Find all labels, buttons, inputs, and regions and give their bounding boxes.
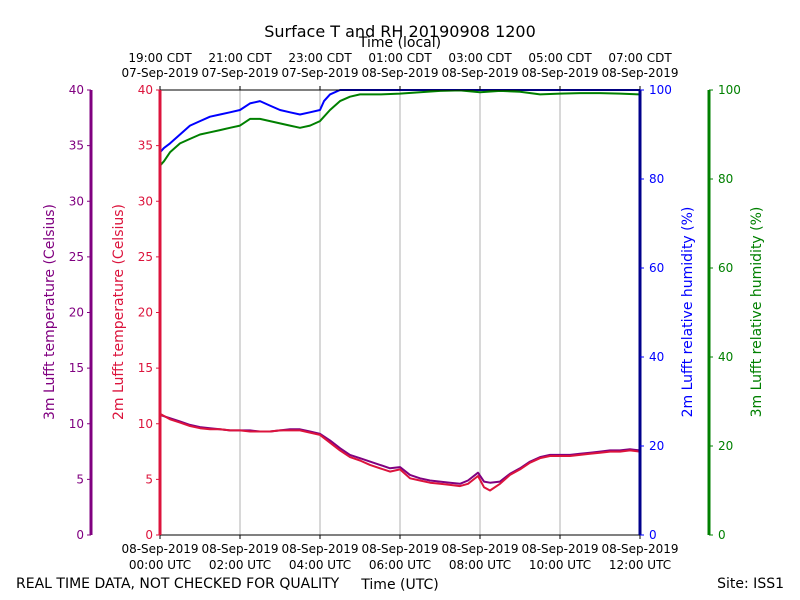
x-tick-date-label: 08-Sep-2019 [281, 542, 358, 556]
rh-2m-tick-label: 100 [649, 83, 672, 97]
x-tick-time-label: 00:00 UTC [129, 558, 191, 572]
rh-2m-axis-label: 2m Lufft relative humidity (%) [680, 207, 696, 418]
top-tick-time-label: 07:00 CDT [608, 51, 672, 65]
top-axis-label: Time (local) [358, 35, 441, 51]
x-tick-date-label: 08-Sep-2019 [201, 542, 278, 556]
temp-2m-tick-label: 35 [138, 139, 153, 153]
temp-2m-axis-label: 2m Lufft temperature (Celsius) [111, 204, 127, 420]
rh-3m-axis-label: 3m Lufft relative humidity (%) [749, 207, 765, 418]
temp-2m-line [159, 412, 641, 492]
x-tick-date-label: 08-Sep-2019 [441, 542, 518, 556]
top-tick-date-label: 08-Sep-2019 [361, 66, 438, 80]
top-tick-time-label: 05:00 CDT [528, 51, 592, 65]
rh-2m-tick-label: 20 [649, 439, 664, 453]
temp-2m-tick-label: 5 [145, 472, 153, 486]
top-tick-time-label: 19:00 CDT [128, 51, 192, 65]
x-tick-time-label: 06:00 UTC [369, 558, 431, 572]
rh-2m-tick-label: 0 [649, 528, 657, 542]
top-tick-date-label: 07-Sep-2019 [121, 66, 198, 80]
x-tick-time-label: 10:00 UTC [529, 558, 591, 572]
top-tick-date-label: 08-Sep-2019 [521, 66, 598, 80]
top-tick-date-label: 07-Sep-2019 [201, 66, 278, 80]
top-tick-date-label: 07-Sep-2019 [281, 66, 358, 80]
temp-2m-tick-label: 10 [138, 417, 153, 431]
rh-3m-tick-label: 20 [718, 439, 733, 453]
top-tick-date-label: 08-Sep-2019 [601, 66, 678, 80]
temp-3m-tick-label: 30 [69, 194, 84, 208]
temp-2m-tick-label: 15 [138, 361, 153, 375]
rh-3m-tick-label: 100 [718, 83, 741, 97]
top-tick-time-label: 21:00 CDT [208, 51, 272, 65]
x-tick-date-label: 08-Sep-2019 [121, 542, 198, 556]
rh-3m-tick-label: 60 [718, 261, 733, 275]
x-tick-time-label: 12:00 UTC [609, 558, 671, 572]
top-tick-time-label: 23:00 CDT [288, 51, 352, 65]
temp-3m-tick-label: 20 [69, 306, 84, 320]
temp-3m-tick-label: 35 [69, 139, 84, 153]
temp-3m-tick-label: 10 [69, 417, 84, 431]
temp-3m-tick-label: 25 [69, 250, 84, 264]
x-tick-time-label: 04:00 UTC [289, 558, 351, 572]
temp-3m-axis-label: 3m Lufft temperature (Celsius) [42, 204, 58, 420]
rh-3m-tick-label: 40 [718, 350, 733, 364]
rh-2m-tick-label: 40 [649, 350, 664, 364]
temp-3m-tick-label: 15 [69, 361, 84, 375]
top-tick-time-label: 03:00 CDT [448, 51, 512, 65]
temp-3m-tick-label: 0 [76, 528, 84, 542]
x-tick-date-label: 08-Sep-2019 [601, 542, 678, 556]
temp-2m-tick-label: 30 [138, 194, 153, 208]
rh-2m-tick-label: 80 [649, 172, 664, 186]
rh-2m-tick-label: 60 [649, 261, 664, 275]
chart-title: Surface T and RH 20190908 1200 [264, 22, 536, 41]
temp-2m-tick-label: 20 [138, 306, 153, 320]
x-tick-date-label: 08-Sep-2019 [361, 542, 438, 556]
grid-lines [239, 90, 561, 535]
x-axis-label: Time (UTC) [360, 577, 438, 593]
x-tick-time-label: 02:00 UTC [209, 558, 271, 572]
temp-2m-tick-label: 25 [138, 250, 153, 264]
x-tick-date-label: 08-Sep-2019 [521, 542, 598, 556]
quality-disclaimer: REAL TIME DATA, NOT CHECKED FOR QUALITY [16, 576, 340, 592]
temp-3m-tick-label: 40 [69, 83, 84, 97]
x-tick-time-label: 08:00 UTC [449, 558, 511, 572]
top-tick-date-label: 08-Sep-2019 [441, 66, 518, 80]
temp-2m-tick-label: 40 [138, 83, 153, 97]
temp-2m-tick-label: 0 [145, 528, 153, 542]
temp-3m-tick-label: 5 [76, 472, 84, 486]
rh-3m-tick-label: 0 [718, 528, 726, 542]
rh-3m-line [159, 89, 641, 167]
top-tick-time-label: 01:00 CDT [368, 51, 432, 65]
site-label: Site: ISS1 [717, 576, 784, 592]
rh-3m-tick-label: 80 [718, 172, 733, 186]
axes: 08-Sep-2019 00:00 UTC 08-Sep-2019 02:00 UTC… [42, 51, 765, 572]
